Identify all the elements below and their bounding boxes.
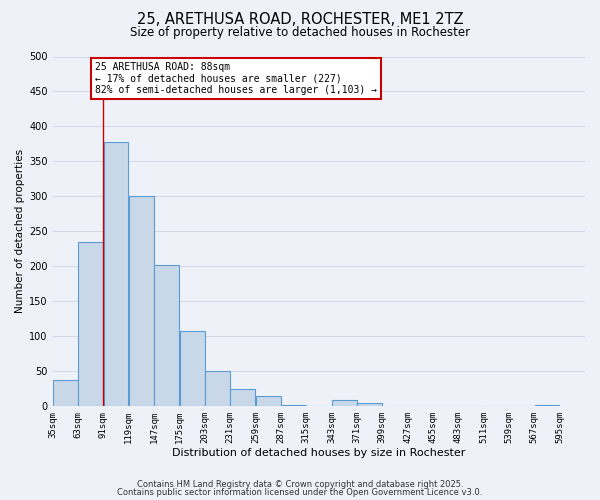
Bar	[357, 402, 382, 406]
Text: Contains HM Land Registry data © Crown copyright and database right 2025.: Contains HM Land Registry data © Crown c…	[137, 480, 463, 489]
Text: Contains public sector information licensed under the Open Government Licence v3: Contains public sector information licen…	[118, 488, 482, 497]
Text: Size of property relative to detached houses in Rochester: Size of property relative to detached ho…	[130, 26, 470, 39]
Bar	[535, 405, 559, 406]
X-axis label: Distribution of detached houses by size in Rochester: Distribution of detached houses by size …	[172, 448, 466, 458]
Bar	[179, 332, 205, 406]
Bar	[154, 265, 179, 406]
Bar	[281, 405, 306, 406]
Text: 25, ARETHUSA ROAD, ROCHESTER, ME1 2TZ: 25, ARETHUSA ROAD, ROCHESTER, ME1 2TZ	[137, 12, 463, 28]
Bar	[129, 196, 154, 406]
Bar	[256, 396, 281, 406]
Bar	[230, 390, 255, 406]
Y-axis label: Number of detached properties: Number of detached properties	[15, 150, 25, 314]
Bar	[332, 400, 356, 406]
Bar	[104, 142, 128, 406]
Bar	[205, 371, 230, 406]
Text: 25 ARETHUSA ROAD: 88sqm
← 17% of detached houses are smaller (227)
82% of semi-d: 25 ARETHUSA ROAD: 88sqm ← 17% of detache…	[95, 62, 377, 95]
Bar	[53, 380, 78, 406]
Bar	[78, 242, 103, 406]
